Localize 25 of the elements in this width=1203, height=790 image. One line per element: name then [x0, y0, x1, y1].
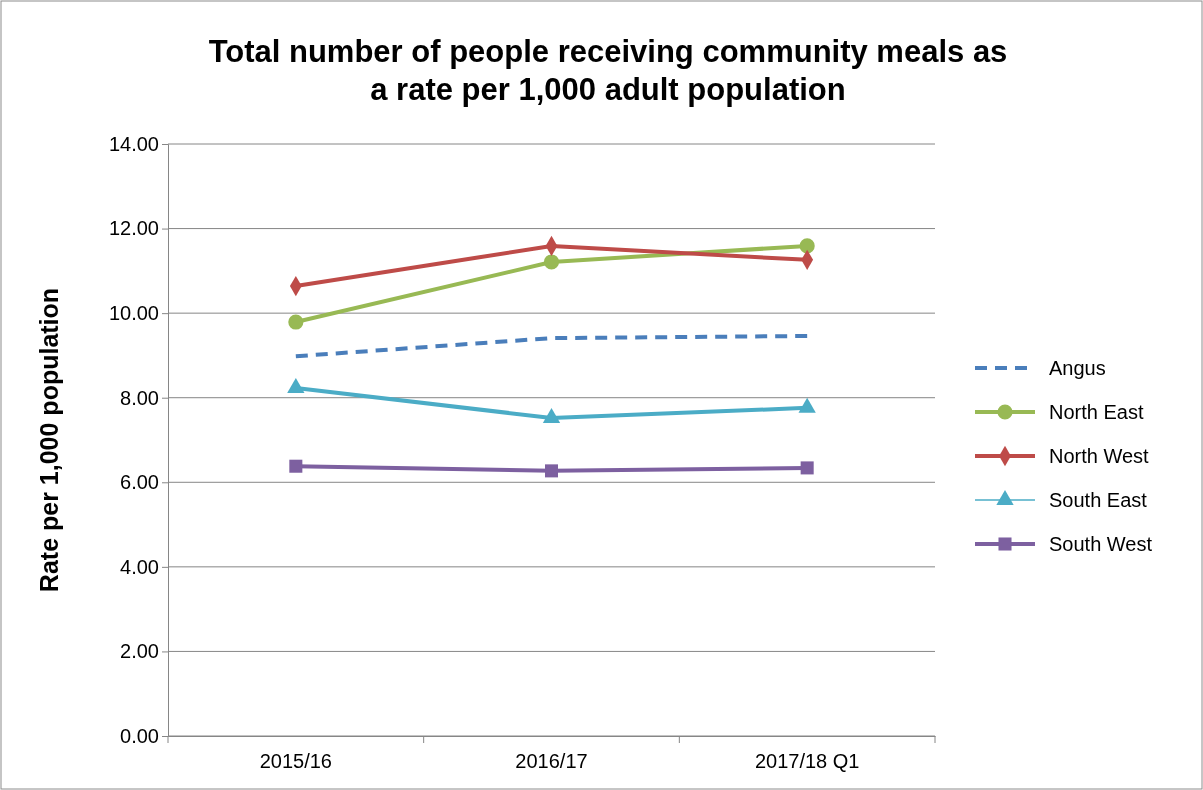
- legend-label: South East: [1049, 489, 1148, 511]
- point: [543, 254, 560, 270]
- y-tick-label: 2.00: [120, 640, 159, 663]
- point: [544, 464, 559, 478]
- legend-label: North West: [1049, 445, 1150, 467]
- point: [799, 238, 815, 254]
- point: [542, 408, 561, 424]
- legend-label: South West: [1049, 533, 1153, 555]
- y-tick-label: 0.00: [120, 724, 159, 747]
- legend-label: North East: [1049, 401, 1144, 423]
- y-tick-label: 4.00: [120, 555, 159, 578]
- point: [288, 314, 304, 330]
- point: [800, 461, 814, 475]
- point: [289, 459, 303, 473]
- chart-title: Total number of people receiving community meals as a rate per 1,000 adult population: [208, 34, 1008, 107]
- x-tick-label: 2016/17: [515, 750, 588, 773]
- y-axis-title: Rate per 1,000 population: [35, 287, 63, 593]
- y-tick-label: 12.00: [108, 217, 159, 240]
- y-tick-label: 8.00: [120, 386, 159, 409]
- legend-label: Angus: [1049, 357, 1106, 379]
- x-tick-label: 2017/18 Q1: [754, 750, 860, 773]
- x-tick-label: 2015/16: [259, 750, 332, 773]
- y-tick-label: 6.00: [120, 471, 159, 494]
- y-tick-label: 10.00: [108, 302, 159, 325]
- y-tick-label: 14.00: [108, 132, 159, 155]
